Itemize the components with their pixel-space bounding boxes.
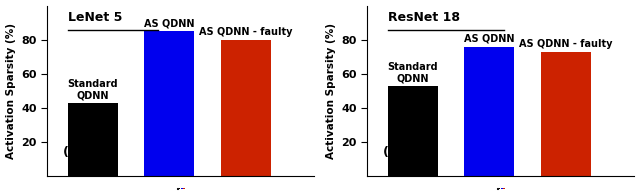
Text: AS QDNN: AS QDNN bbox=[144, 19, 195, 29]
Text: Standard
QDNN: Standard QDNN bbox=[388, 62, 438, 83]
Text: ResNet 18: ResNet 18 bbox=[388, 11, 460, 24]
Bar bbox=[145, 31, 194, 176]
Text: Standard
QDNN: Standard QDNN bbox=[68, 79, 118, 100]
Bar bbox=[221, 40, 271, 176]
Bar bbox=[388, 86, 438, 176]
Text: (b): (b) bbox=[383, 146, 404, 159]
Y-axis label: Activation Sparsity (%): Activation Sparsity (%) bbox=[326, 23, 335, 159]
Bar bbox=[541, 52, 591, 176]
Text: AS QDNN - faulty: AS QDNN - faulty bbox=[519, 39, 612, 49]
Bar bbox=[465, 47, 514, 176]
Text: LeNet 5: LeNet 5 bbox=[68, 11, 123, 24]
Y-axis label: Activation Sparsity (%): Activation Sparsity (%) bbox=[6, 23, 15, 159]
Legend: , , , : , , , bbox=[177, 188, 185, 189]
Text: AS QDNN: AS QDNN bbox=[464, 34, 515, 44]
Bar bbox=[68, 103, 118, 176]
Text: AS QDNN - faulty: AS QDNN - faulty bbox=[199, 27, 292, 37]
Legend: , , , : , , , bbox=[497, 188, 505, 189]
Text: (a): (a) bbox=[63, 146, 83, 159]
